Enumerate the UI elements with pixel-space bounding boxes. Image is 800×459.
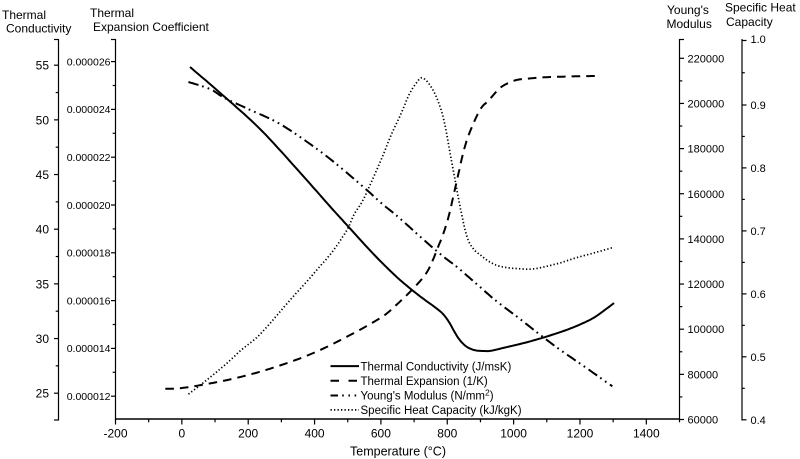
svg-text:120000: 120000 [688,279,725,291]
svg-text:1.0: 1.0 [751,34,766,46]
svg-text:0.000012: 0.000012 [67,391,111,403]
svg-text:400: 400 [305,427,325,441]
svg-text:0.8: 0.8 [751,163,766,175]
svg-text:200: 200 [238,427,258,441]
svg-text:1400: 1400 [633,427,660,441]
svg-text:45: 45 [36,168,50,182]
svg-text:Modulus: Modulus [667,17,712,31]
svg-text:Temperature (°C): Temperature (°C) [350,445,446,459]
svg-text:1000: 1000 [500,427,527,441]
svg-text:0.4: 0.4 [751,415,766,427]
svg-text:Expansion Coefficient: Expansion Coefficient [93,20,210,34]
svg-text:800: 800 [437,427,457,441]
svg-text:100000: 100000 [688,324,725,336]
svg-text:30: 30 [36,332,50,346]
svg-text:600: 600 [371,427,391,441]
svg-text:140000: 140000 [688,234,725,246]
svg-text:0.000018: 0.000018 [67,248,111,260]
svg-text:0.000014: 0.000014 [67,343,111,355]
svg-text:0.000022: 0.000022 [67,152,111,164]
svg-text:Thermal Expansion (1/K): Thermal Expansion (1/K) [361,376,488,388]
svg-text:55: 55 [36,59,50,73]
svg-text:0.000024: 0.000024 [67,104,111,116]
svg-text:Thermal: Thermal [90,6,134,20]
svg-text:220000: 220000 [688,53,725,65]
svg-text:Capacity: Capacity [726,15,773,29]
svg-text:Conductivity: Conductivity [6,22,71,36]
svg-text:0.000020: 0.000020 [67,200,111,212]
svg-text:Specific Heat Capacity (kJ/kgK: Specific Heat Capacity (kJ/kgK) [361,405,522,417]
svg-text:160000: 160000 [688,189,725,201]
svg-text:25: 25 [36,387,50,401]
svg-text:1200: 1200 [567,427,594,441]
svg-text:0.6: 0.6 [751,289,766,301]
svg-text:80000: 80000 [688,369,719,381]
svg-text:60000: 60000 [688,415,719,427]
svg-text:Thermal Conductivity (J/msK): Thermal Conductivity (J/msK) [361,361,512,373]
svg-text:50: 50 [36,113,50,127]
svg-text:0.5: 0.5 [751,352,766,364]
svg-text:180000: 180000 [688,144,725,156]
svg-text:Young's: Young's [667,3,709,17]
svg-text:Young's Modulus (N/mm2): Young's Modulus (N/mm2) [361,388,494,403]
svg-text:Thermal: Thermal [2,8,46,22]
svg-text:200000: 200000 [688,98,725,110]
svg-text:0.9: 0.9 [751,100,766,112]
svg-text:0.000026: 0.000026 [67,56,111,68]
svg-text:Specific Heat: Specific Heat [725,0,796,14]
svg-text:0.7: 0.7 [751,226,766,238]
svg-text:40: 40 [36,223,50,237]
svg-text:0.000016: 0.000016 [67,295,111,307]
svg-text:-200: -200 [103,427,127,441]
svg-text:35: 35 [36,277,50,291]
svg-text:0: 0 [179,427,186,441]
